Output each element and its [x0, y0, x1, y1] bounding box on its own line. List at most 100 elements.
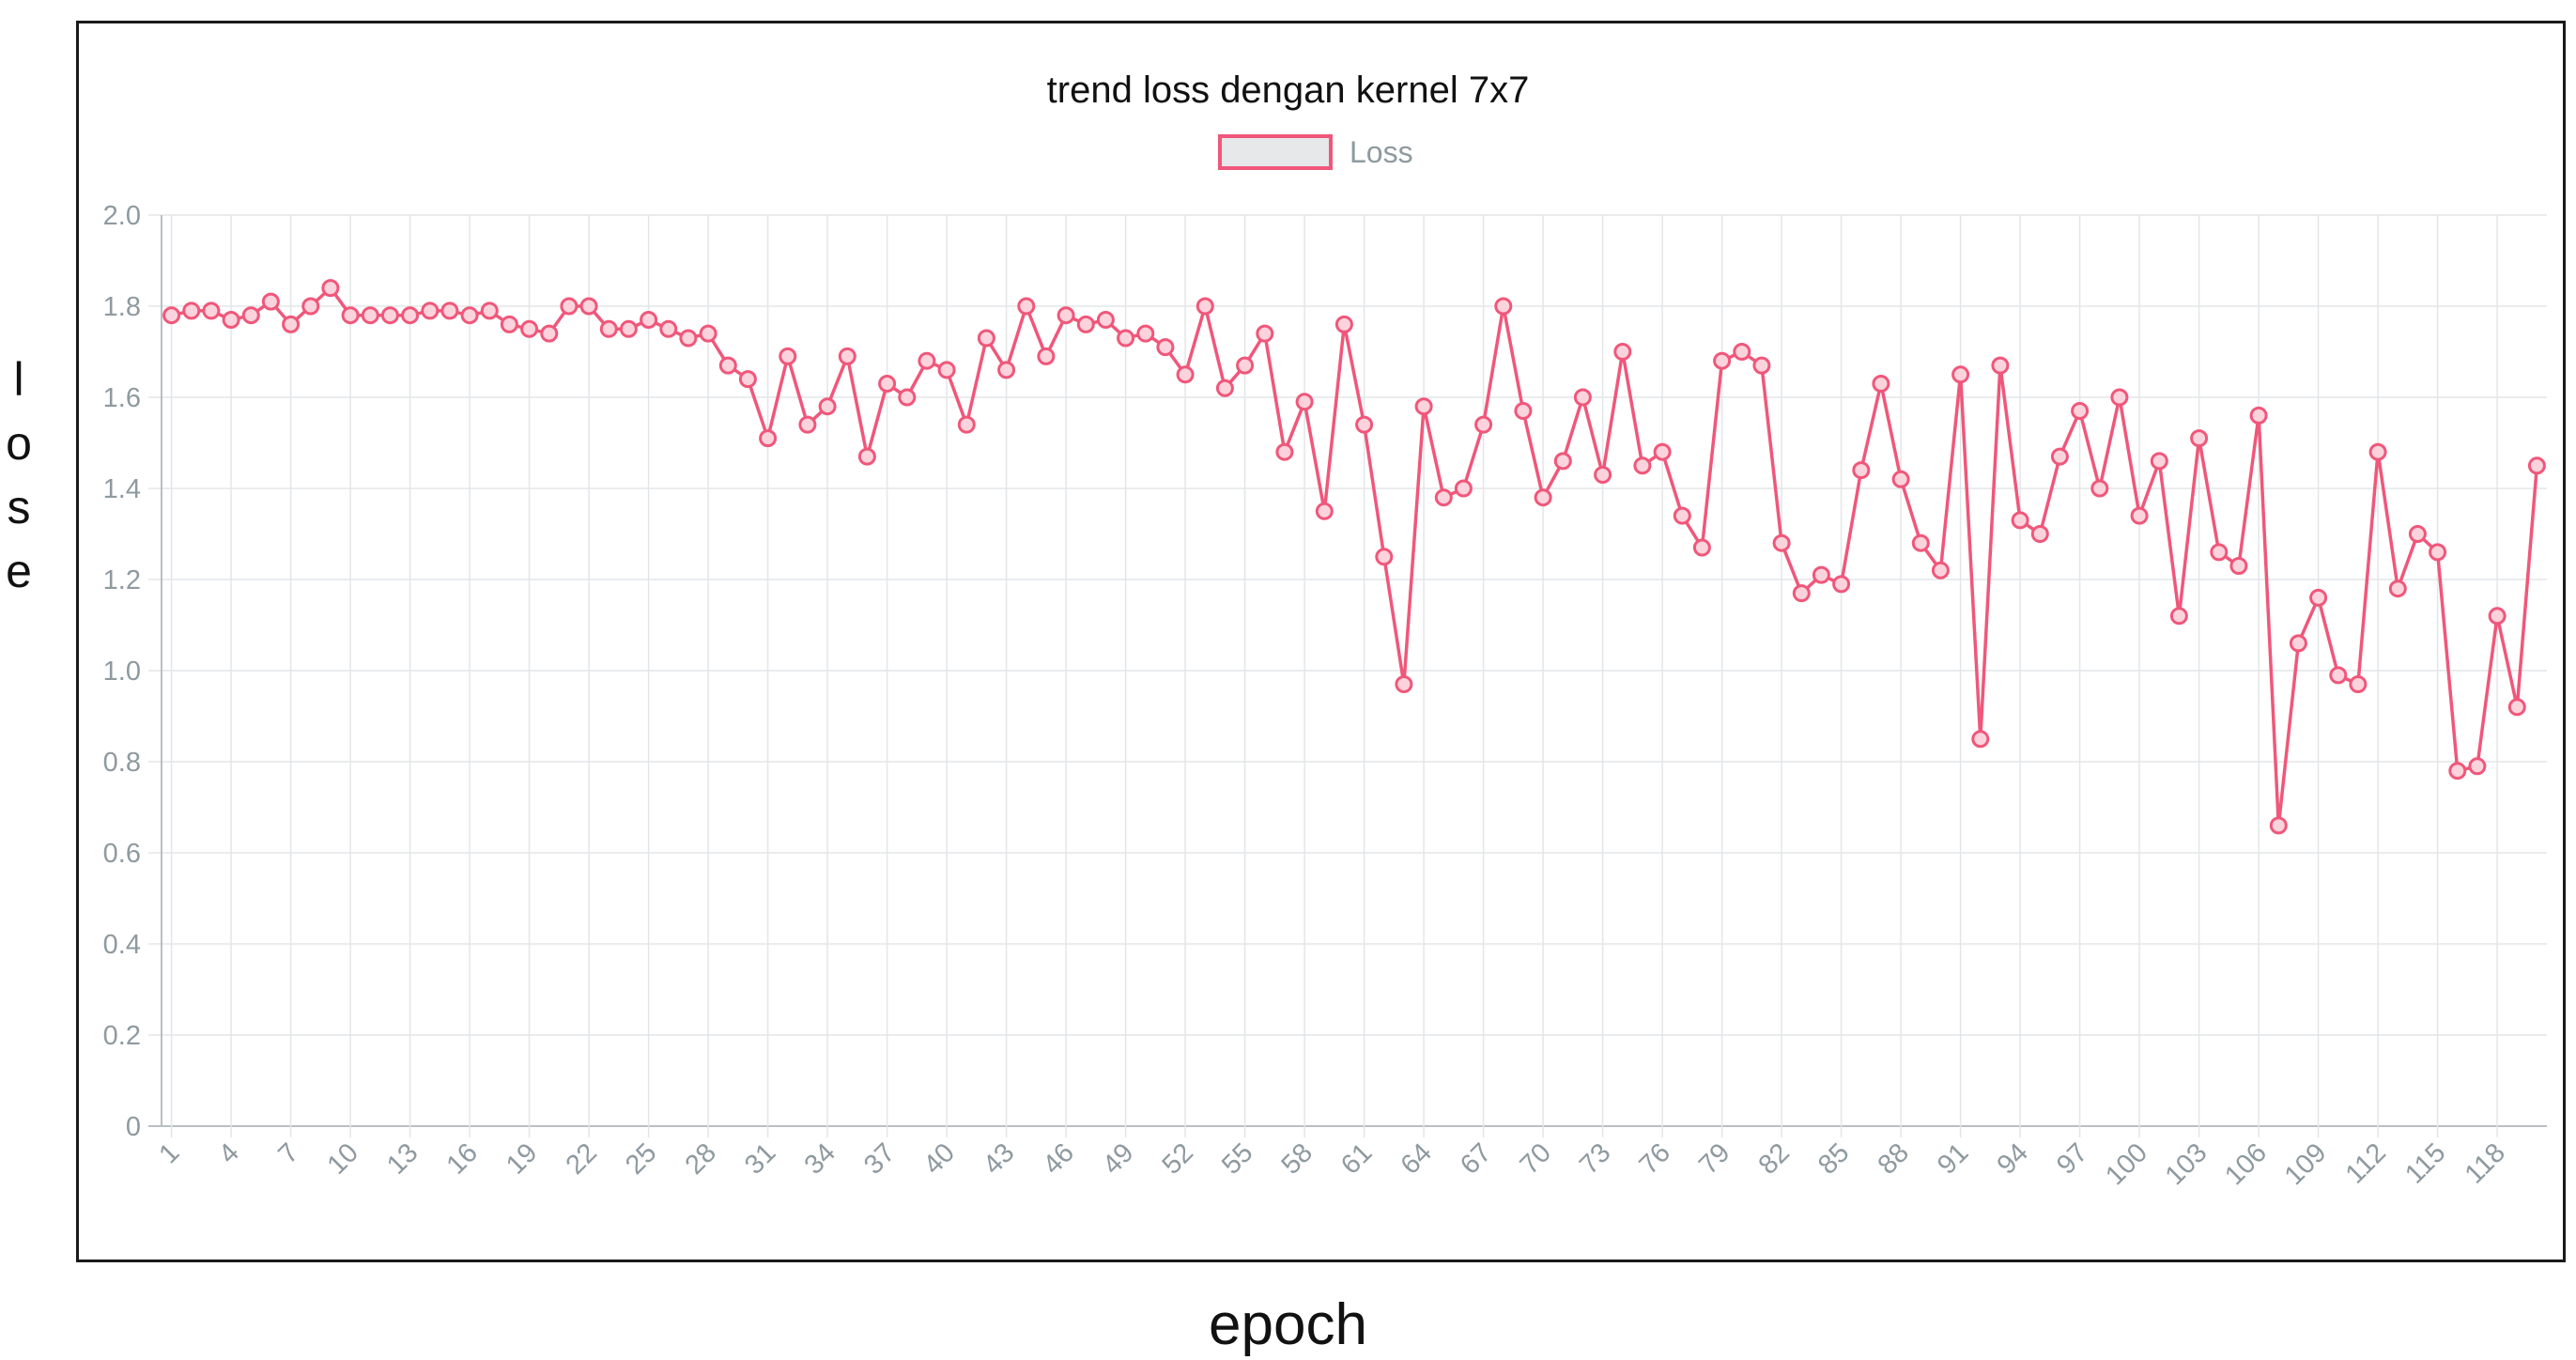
data-point [1334, 315, 1353, 333]
legend-swatch-loss[interactable] [1218, 134, 1333, 170]
data-point [1752, 356, 1771, 375]
y-tick-label: 0 [126, 1112, 141, 1142]
data-point [1514, 402, 1533, 420]
data-point [480, 301, 499, 320]
data-point [2289, 634, 2307, 653]
y-tick-label: 1.8 [103, 292, 141, 322]
x-tick-label: 52 [1157, 1137, 1199, 1180]
x-tick-label: 34 [799, 1137, 841, 1180]
data-point [2329, 666, 2348, 685]
y-tick-label: 0.6 [103, 839, 141, 869]
x-tick-label: 61 [1335, 1137, 1378, 1180]
x-tick-label: 58 [1276, 1137, 1319, 1180]
data-point [202, 301, 221, 320]
data-point [1395, 675, 1413, 693]
data-point [301, 297, 320, 316]
x-tick-label: 10 [322, 1137, 364, 1180]
x-tick-label: 76 [1634, 1137, 1676, 1180]
x-tick-label: 22 [561, 1137, 603, 1180]
y-tick-label: 1.6 [103, 383, 141, 413]
data-point [679, 329, 698, 348]
data-point [1236, 356, 1255, 375]
data-point [1494, 297, 1513, 316]
data-point [1156, 338, 1175, 357]
x-tick-label: 13 [381, 1137, 424, 1180]
y-axis-ticks: 0 0.2 0.4 0.6 0.8 1.0 1.2 1.4 1.6 1.8 2.0 [103, 201, 141, 1142]
data-point [738, 370, 757, 389]
x-tick-label: 55 [1216, 1137, 1258, 1180]
x-tick-label: 1 [153, 1137, 185, 1169]
x-tick-label: 106 [2219, 1137, 2273, 1191]
data-point [1692, 538, 1711, 557]
x-tick-label: 40 [918, 1137, 961, 1180]
data-point [1176, 365, 1195, 384]
data-point [1991, 356, 2010, 375]
data-point [878, 375, 897, 393]
data-point [699, 324, 717, 343]
data-point [759, 429, 778, 448]
x-tick-label: 97 [2051, 1137, 2093, 1180]
legend-label-loss[interactable]: Loss [1350, 134, 1413, 169]
data-point [2169, 607, 2188, 626]
data-point [1673, 506, 1691, 525]
data-point [540, 324, 559, 343]
data-point [321, 279, 340, 298]
data-point [2429, 543, 2447, 562]
data-point [2468, 757, 2487, 776]
data-point [2229, 557, 2248, 575]
x-tick-label: 4 [213, 1137, 245, 1169]
data-point [2388, 580, 2407, 598]
data-point [162, 306, 181, 325]
data-point [2507, 698, 2526, 717]
y-axis-title-letter: s [7, 481, 31, 533]
data-point [380, 306, 399, 325]
data-point [957, 415, 976, 434]
data-point [1215, 379, 1234, 397]
data-point [2210, 543, 2229, 562]
x-tick-label: 19 [501, 1137, 543, 1180]
data-point [1951, 365, 1970, 384]
x-tick-label: 70 [1515, 1137, 1557, 1180]
data-point [2249, 406, 2268, 425]
data-point [222, 311, 240, 329]
data-point [1037, 347, 1056, 365]
data-point [2071, 402, 2090, 420]
x-tick-label: 73 [1574, 1137, 1616, 1180]
data-point [1295, 393, 1314, 411]
data-point [421, 301, 440, 320]
data-point [619, 319, 638, 338]
data-point [779, 347, 797, 365]
x-tick-label: 16 [441, 1137, 484, 1180]
data-point [1891, 470, 1910, 488]
data-point [1772, 533, 1791, 552]
data-point [1832, 575, 1851, 594]
x-tick-label: 7 [272, 1137, 304, 1169]
data-point [1096, 311, 1115, 329]
x-tick-label: 91 [1932, 1137, 1974, 1180]
data-point [1076, 315, 1095, 333]
chart-legend[interactable]: Loss [1218, 131, 1413, 173]
data-point [1852, 461, 1871, 480]
data-point [1275, 442, 1294, 461]
data-point [1195, 297, 1214, 316]
data-point [361, 306, 379, 325]
data-point [1375, 548, 1394, 566]
data-point [2448, 762, 2467, 780]
data-point [1434, 488, 1453, 507]
y-axis-title-letter: l [13, 353, 24, 406]
x-tick-label: 103 [2160, 1137, 2214, 1191]
data-point [798, 415, 817, 434]
y-axis-title-letter: o [6, 417, 32, 470]
y-tick-label: 1.2 [103, 565, 141, 595]
data-point [1136, 324, 1155, 343]
x-tick-label: 28 [680, 1137, 722, 1180]
chart-title: trend loss dengan kernel 7x7 [1046, 70, 1530, 111]
data-point [341, 306, 360, 325]
data-point [282, 315, 301, 333]
x-tick-label: 79 [1693, 1137, 1735, 1180]
data-point [520, 319, 539, 338]
data-point [857, 447, 876, 466]
x-tick-label: 85 [1812, 1137, 1855, 1180]
